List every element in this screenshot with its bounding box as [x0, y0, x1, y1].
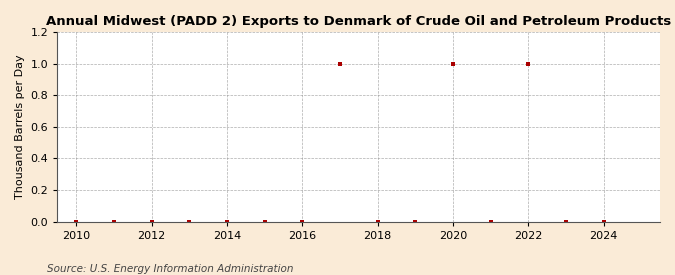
Title: Annual Midwest (PADD 2) Exports to Denmark of Crude Oil and Petroleum Products: Annual Midwest (PADD 2) Exports to Denma… — [46, 15, 672, 28]
Text: Source: U.S. Energy Information Administration: Source: U.S. Energy Information Administ… — [47, 264, 294, 274]
Y-axis label: Thousand Barrels per Day: Thousand Barrels per Day — [15, 54, 25, 199]
